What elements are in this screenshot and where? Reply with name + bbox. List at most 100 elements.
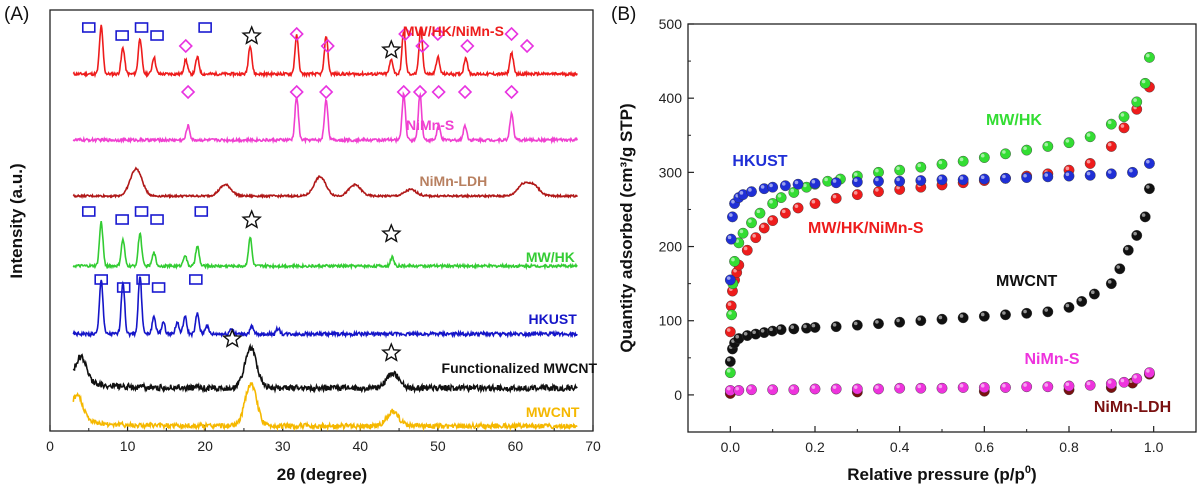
point-highlight	[727, 302, 732, 306]
point-highlight	[769, 183, 773, 188]
point-highlight	[896, 318, 900, 323]
point-highlight	[743, 246, 748, 251]
panel-a-x-tick-label: 40	[352, 438, 368, 454]
point-highlight	[748, 386, 752, 390]
point-hkust	[724, 274, 736, 286]
point-nimn-s	[733, 385, 745, 396]
panel-a-xrd: (A) 0 10 20 30 40 50 60 70 2θ (degree) Intensit…	[4, 4, 601, 484]
point-highlight	[917, 176, 922, 181]
panel-b-bet: (B) 0.0 0.2 0.4 0.6 0.8 1.0 0 100 200 300 400 500 R…	[611, 4, 1197, 484]
panel-b-x-tick-label: 0.0	[721, 439, 741, 455]
point-highlight	[959, 314, 964, 318]
point-highlight	[980, 153, 985, 158]
point-highlight	[875, 320, 879, 324]
point-highlight	[1023, 383, 1027, 387]
point-highlight	[959, 383, 964, 388]
point-highlight	[726, 276, 731, 280]
point-hkust	[851, 176, 863, 188]
point-mw-hk-nimn-s	[873, 186, 884, 198]
point-highlight	[1086, 133, 1091, 137]
peak-marker-diamond	[178, 38, 193, 54]
peak-marker-diamond	[180, 84, 196, 100]
point-hkust	[830, 177, 842, 189]
panel-a-x-tick-label: 30	[275, 438, 291, 454]
point-highlight	[752, 330, 756, 335]
point-highlight	[781, 209, 786, 214]
point-mw-hk	[936, 158, 948, 170]
point-highlight	[853, 191, 858, 195]
point-highlight	[959, 157, 964, 162]
point-mwcnt	[1139, 211, 1151, 223]
point-hkust	[1105, 168, 1117, 180]
point-hkust	[1144, 158, 1155, 169]
peak-marker-diamond	[431, 84, 446, 100]
point-highlight	[1065, 139, 1070, 143]
point-highlight	[875, 177, 879, 182]
peak-marker-star	[381, 223, 402, 243]
point-highlight	[752, 234, 756, 238]
point-hkust	[894, 175, 906, 187]
panel-b-y-tick-label: 500	[659, 16, 683, 32]
point-highlight	[1146, 53, 1150, 58]
peak-marker-square	[116, 282, 131, 293]
point-hkust	[779, 180, 791, 192]
panel-a-x-axis: 0 10 20 30 40 50 60 70	[46, 425, 601, 454]
point-hkust	[792, 178, 804, 190]
point-hkust	[746, 186, 757, 198]
point-nimn-s	[830, 383, 842, 395]
peak-marker-diamond	[319, 84, 334, 100]
panel-b-x-tick-label: 0.2	[805, 439, 825, 455]
point-highlight	[1044, 308, 1049, 312]
point-highlight	[938, 384, 943, 389]
point-mw-hk-nimn-s	[830, 192, 842, 204]
point-mw-hk	[1021, 144, 1033, 156]
point-mwcnt	[873, 318, 884, 330]
panel-a-x-tick-label: 20	[197, 438, 213, 454]
peak-marker-star	[241, 25, 262, 45]
point-highlight	[777, 326, 782, 330]
xrd-line-mwcnt	[72, 382, 578, 432]
point-highlight	[1065, 382, 1070, 387]
point-highlight	[735, 386, 739, 391]
peak-marker-star	[381, 342, 402, 362]
point-highlight	[811, 323, 816, 328]
point-hkust	[727, 211, 738, 223]
series-label-nimn-s: NiMn-S	[406, 117, 454, 133]
point-mw-hk	[1118, 111, 1130, 123]
point-highlight	[1002, 150, 1006, 154]
point-highlight	[1146, 369, 1150, 373]
point-mw-hk	[1131, 96, 1143, 108]
point-mwcnt	[1063, 301, 1075, 313]
point-highlight	[832, 194, 837, 199]
peak-marker-square	[115, 30, 129, 41]
point-highlight	[896, 384, 900, 389]
point-highlight	[917, 163, 922, 168]
panel-b-label: (B)	[611, 4, 636, 25]
point-hkust	[1021, 172, 1033, 183]
panel-b-x-tick-label: 0.8	[1059, 439, 1079, 455]
point-highlight	[938, 176, 943, 180]
point-highlight	[875, 385, 879, 389]
point-mw-hk	[915, 161, 927, 173]
point-highlight	[731, 199, 735, 204]
series-label-mw-hk-nimn-s: MW/HK/NiMn-S	[808, 220, 924, 237]
point-mw-hk-nimn-s	[767, 215, 779, 226]
point-hkust	[1084, 169, 1096, 181]
point-mw-hk	[746, 217, 757, 229]
point-hkust	[809, 178, 821, 189]
panel-b-x-tick-label: 0.4	[890, 439, 910, 455]
point-mwcnt	[1131, 230, 1143, 241]
peak-marker-square	[189, 274, 203, 285]
point-mwcnt	[1144, 183, 1155, 195]
point-mw-hk	[1084, 131, 1096, 143]
point-nimn-s	[851, 383, 863, 395]
point-highlight	[781, 182, 786, 186]
point-highlight	[726, 369, 731, 373]
point-highlight	[794, 204, 799, 208]
peak-marker-square	[136, 274, 150, 285]
series-label-hkust: HKUST	[529, 311, 578, 327]
point-highlight	[1002, 311, 1006, 315]
point-nimn-s	[978, 382, 990, 393]
point-mwcnt	[1000, 309, 1011, 321]
point-highlight	[803, 183, 807, 188]
